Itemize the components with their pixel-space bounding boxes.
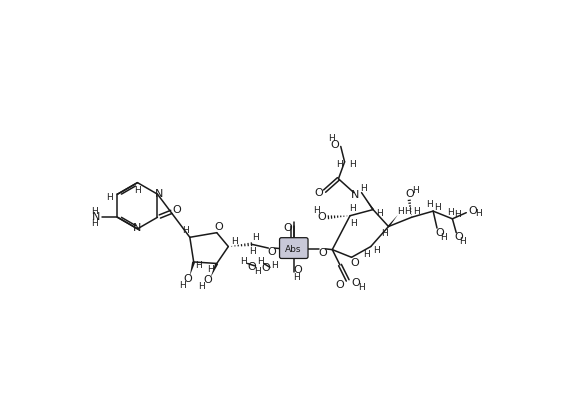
- Text: H: H: [454, 210, 461, 219]
- Text: O: O: [405, 189, 414, 199]
- Text: H: H: [358, 283, 365, 292]
- Text: O: O: [468, 206, 477, 216]
- Text: H: H: [475, 209, 482, 218]
- Text: N: N: [134, 223, 142, 233]
- Text: H: H: [254, 267, 261, 277]
- Text: N: N: [351, 190, 360, 200]
- Text: H: H: [198, 282, 205, 291]
- Text: O: O: [435, 228, 444, 238]
- Text: H: H: [240, 257, 247, 266]
- Text: H: H: [179, 280, 185, 290]
- Text: H: H: [231, 237, 238, 247]
- Text: H: H: [252, 233, 259, 242]
- Text: H: H: [376, 209, 382, 218]
- Text: H: H: [207, 265, 214, 274]
- Text: H: H: [441, 233, 447, 242]
- Text: H: H: [459, 237, 466, 247]
- Polygon shape: [210, 263, 218, 277]
- FancyBboxPatch shape: [279, 238, 308, 259]
- Text: N: N: [155, 189, 163, 199]
- Text: H: H: [374, 246, 380, 255]
- Text: O: O: [314, 188, 323, 198]
- Text: O: O: [319, 248, 328, 258]
- Text: O: O: [262, 263, 271, 273]
- Text: Abs: Abs: [285, 245, 301, 254]
- Text: H: H: [413, 207, 420, 215]
- Text: O: O: [173, 205, 181, 215]
- Text: H: H: [250, 247, 257, 256]
- Text: H: H: [381, 229, 388, 238]
- Text: H: H: [396, 207, 403, 215]
- Text: O: O: [283, 223, 292, 233]
- Text: O: O: [268, 247, 276, 257]
- Text: H: H: [350, 219, 356, 228]
- Text: H: H: [426, 200, 433, 209]
- Text: H: H: [257, 257, 264, 267]
- Text: H: H: [134, 186, 141, 195]
- Text: H: H: [412, 186, 419, 195]
- Polygon shape: [388, 215, 398, 227]
- Text: O: O: [203, 275, 212, 285]
- Text: H: H: [91, 219, 98, 228]
- Text: H: H: [405, 207, 411, 215]
- Text: H: H: [349, 160, 356, 169]
- Text: O: O: [214, 222, 223, 232]
- Text: H: H: [349, 203, 356, 213]
- Text: H: H: [314, 206, 320, 215]
- Text: O: O: [293, 265, 302, 275]
- Text: O: O: [454, 232, 463, 242]
- Text: H: H: [328, 134, 335, 143]
- Text: O: O: [330, 140, 339, 150]
- Text: H: H: [91, 207, 98, 215]
- Text: H: H: [336, 160, 343, 169]
- Text: H: H: [293, 273, 300, 282]
- Text: H: H: [434, 203, 441, 212]
- Text: N: N: [92, 212, 100, 222]
- Text: H: H: [195, 261, 202, 270]
- Text: O: O: [183, 274, 192, 284]
- Text: O: O: [336, 280, 345, 290]
- Text: H: H: [106, 193, 113, 202]
- Text: O: O: [317, 211, 326, 221]
- Text: O: O: [351, 278, 360, 288]
- Polygon shape: [190, 261, 195, 276]
- Text: O: O: [350, 258, 359, 268]
- Text: H: H: [364, 250, 370, 259]
- Text: H: H: [447, 208, 454, 217]
- Text: H: H: [360, 184, 367, 193]
- Text: H: H: [182, 226, 189, 235]
- Text: O: O: [247, 262, 256, 273]
- Text: H: H: [271, 261, 278, 269]
- Polygon shape: [366, 199, 374, 210]
